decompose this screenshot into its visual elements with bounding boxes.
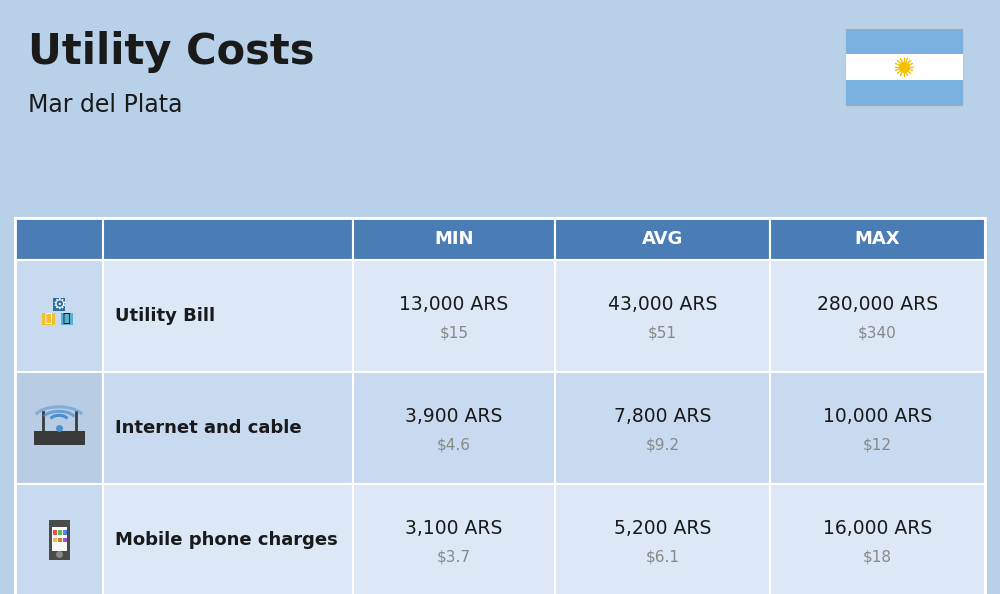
Bar: [58, 538, 62, 542]
Bar: [52, 538, 57, 542]
Bar: [52, 527, 66, 551]
Text: AVG: AVG: [642, 230, 683, 248]
Bar: [353, 484, 555, 594]
Text: $15: $15: [440, 326, 468, 340]
Text: 5,200 ARS: 5,200 ARS: [614, 519, 711, 538]
Text: Mar del Plata: Mar del Plata: [28, 93, 182, 117]
Text: $340: $340: [858, 326, 897, 340]
Bar: [58, 530, 62, 535]
Text: MAX: MAX: [855, 230, 900, 248]
Text: Utility Costs: Utility Costs: [28, 31, 314, 73]
Bar: [770, 218, 985, 260]
Bar: [62, 538, 67, 542]
Text: 7,800 ARS: 7,800 ARS: [614, 407, 711, 426]
Bar: [353, 372, 555, 484]
Text: $51: $51: [648, 326, 677, 340]
Text: Mobile phone charges: Mobile phone charges: [115, 531, 338, 549]
Bar: [42, 313, 55, 325]
Bar: [48, 520, 70, 560]
Text: 13,000 ARS: 13,000 ARS: [399, 295, 509, 314]
Bar: [15, 484, 103, 594]
Bar: [15, 260, 103, 372]
Bar: [15, 218, 103, 260]
Text: ⚙: ⚙: [52, 297, 66, 312]
Bar: [770, 260, 985, 372]
Bar: [52, 530, 57, 535]
Text: $4.6: $4.6: [437, 437, 471, 452]
Bar: [15, 218, 985, 594]
Bar: [770, 484, 985, 594]
Text: Internet and cable: Internet and cable: [115, 419, 302, 437]
Text: 🔌: 🔌: [45, 312, 52, 326]
Text: 🚿: 🚿: [63, 312, 70, 326]
Text: 43,000 ARS: 43,000 ARS: [608, 295, 717, 314]
Bar: [103, 484, 353, 594]
Bar: [555, 218, 770, 260]
Bar: [103, 218, 353, 260]
Bar: [103, 372, 353, 484]
Bar: [845, 28, 963, 54]
Bar: [555, 372, 770, 484]
Bar: [53, 298, 65, 311]
Bar: [103, 260, 353, 372]
Bar: [845, 80, 963, 106]
Bar: [555, 484, 770, 594]
Text: 16,000 ARS: 16,000 ARS: [823, 519, 932, 538]
Text: MIN: MIN: [434, 230, 474, 248]
Bar: [353, 218, 555, 260]
Bar: [62, 530, 67, 535]
Text: $3.7: $3.7: [437, 549, 471, 564]
Text: $18: $18: [863, 549, 892, 564]
Bar: [15, 372, 103, 484]
Text: 3,900 ARS: 3,900 ARS: [405, 407, 503, 426]
Text: $12: $12: [863, 437, 892, 452]
Text: $6.1: $6.1: [646, 549, 680, 564]
Text: $9.2: $9.2: [646, 437, 680, 452]
Bar: [845, 54, 963, 80]
Bar: [770, 372, 985, 484]
Bar: [61, 313, 73, 325]
Text: 280,000 ARS: 280,000 ARS: [817, 295, 938, 314]
Text: Utility Bill: Utility Bill: [115, 307, 215, 325]
Text: 3,100 ARS: 3,100 ARS: [405, 519, 503, 538]
Bar: [353, 260, 555, 372]
Bar: [34, 431, 84, 444]
Bar: [845, 28, 963, 106]
Text: 10,000 ARS: 10,000 ARS: [823, 407, 932, 426]
Bar: [555, 260, 770, 372]
